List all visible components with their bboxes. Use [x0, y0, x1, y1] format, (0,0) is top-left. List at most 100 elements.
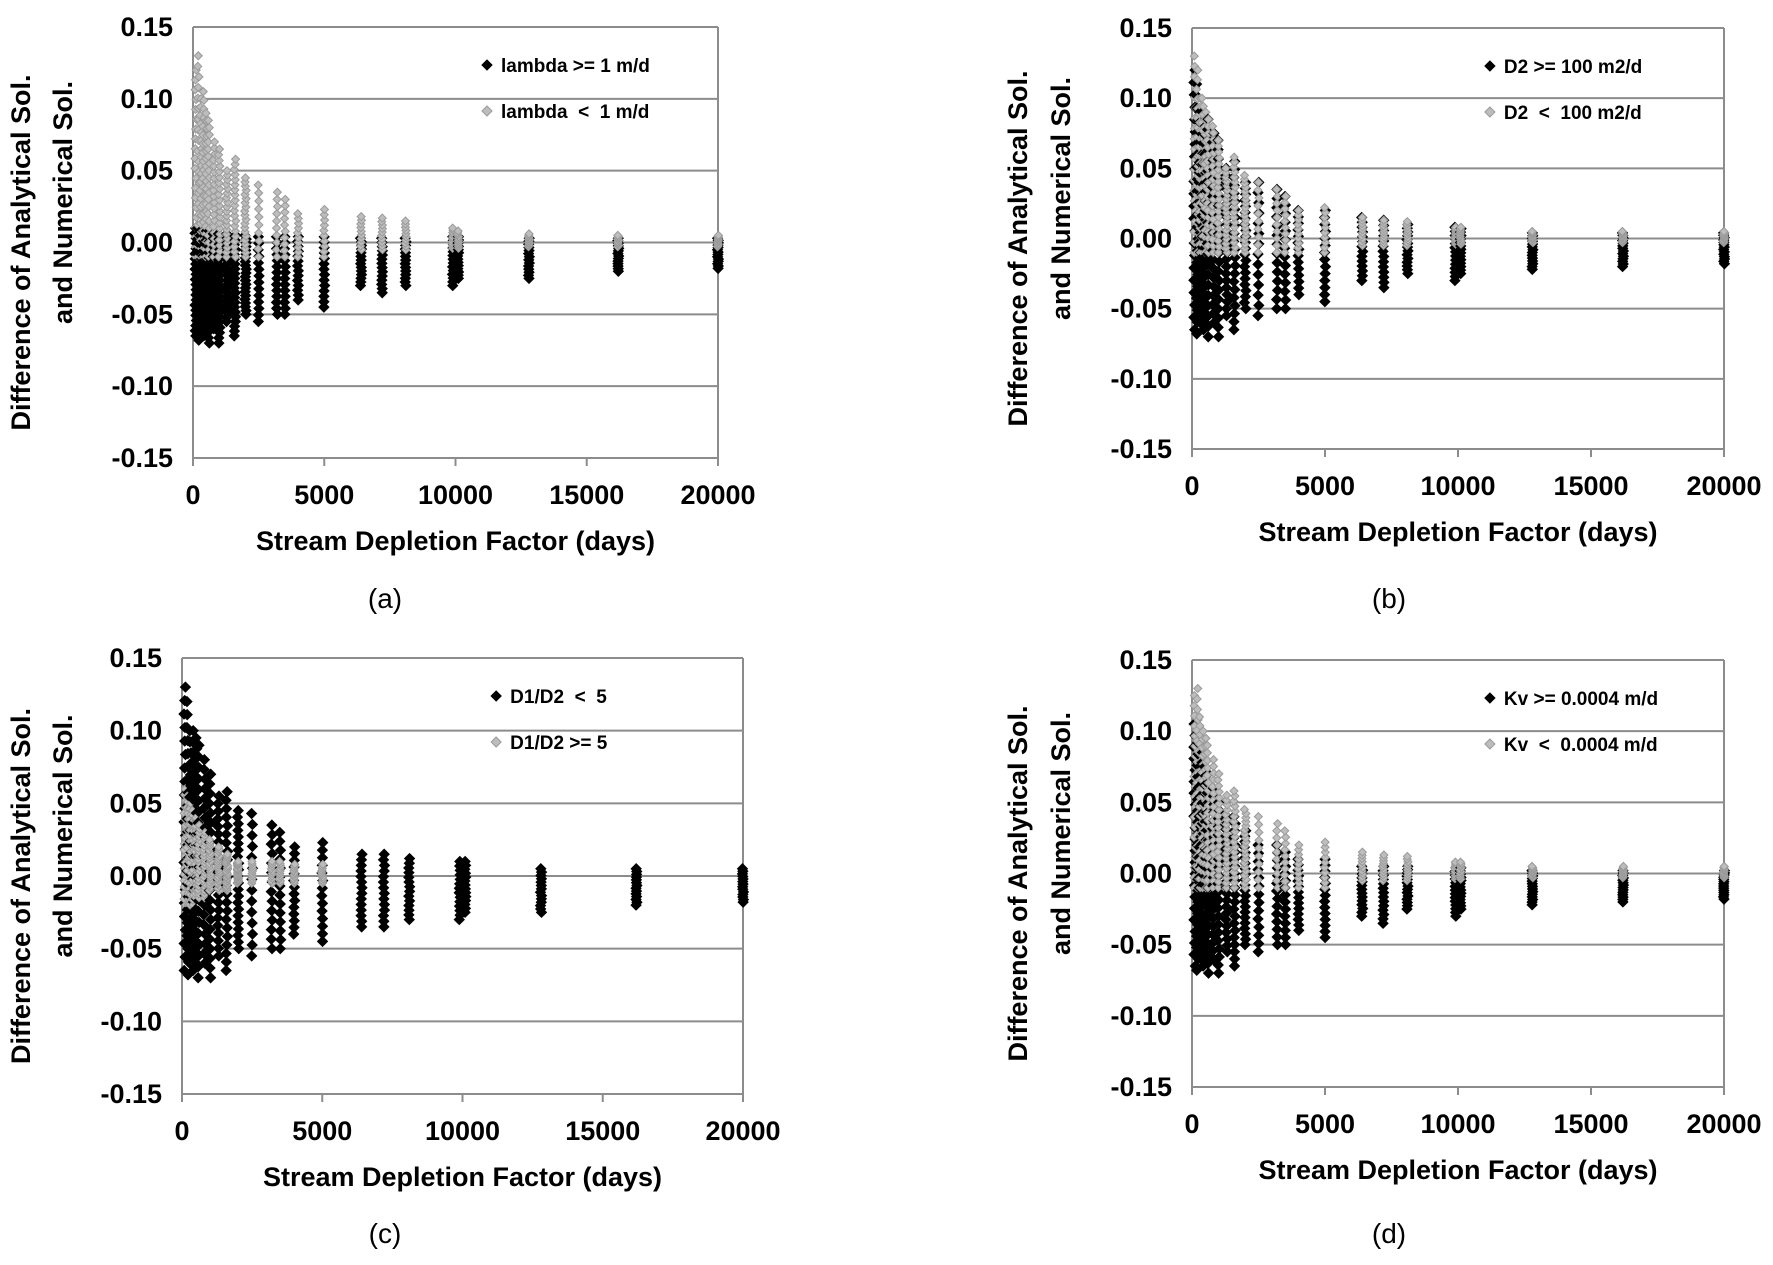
point-series-1 — [274, 826, 286, 839]
point-series-1 — [1212, 910, 1225, 922]
point-series-2 — [1379, 215, 1389, 225]
point-series-2 — [213, 189, 224, 200]
point-series-2 — [319, 231, 329, 241]
point-series-1 — [253, 263, 265, 276]
point-series-2 — [1293, 849, 1304, 860]
point-series-1 — [220, 803, 233, 815]
point-series-2 — [204, 834, 215, 845]
point-series-2 — [1230, 857, 1240, 867]
point-series-2 — [1214, 853, 1224, 863]
point-series-1 — [288, 921, 300, 934]
point-series-1 — [204, 972, 217, 984]
point-series-2 — [1214, 799, 1224, 809]
point-series-2 — [1221, 225, 1231, 236]
point-series-2 — [1320, 207, 1331, 218]
point-series-2 — [240, 173, 251, 183]
point-series-1 — [205, 817, 217, 829]
point-series-2 — [1319, 872, 1330, 883]
point-series-1 — [1252, 279, 1265, 291]
point-series-2 — [1213, 171, 1223, 181]
point-series-1 — [1292, 269, 1305, 281]
point-series-2 — [1230, 791, 1240, 801]
point-series-2 — [1319, 202, 1330, 213]
point-series-1 — [316, 935, 329, 948]
point-series-1 — [213, 904, 225, 916]
point-series-2 — [293, 223, 304, 233]
point-series-2 — [1221, 176, 1232, 187]
point-series-2 — [1221, 883, 1232, 893]
point-series-1 — [220, 811, 233, 823]
point-series-2 — [272, 209, 282, 219]
point-series-1 — [1228, 315, 1240, 328]
point-series-1 — [1220, 901, 1233, 913]
y-tick-label: 0.00 — [109, 861, 162, 891]
point-series-1 — [1212, 321, 1224, 334]
point-series-2 — [1221, 216, 1232, 227]
point-series-1 — [1212, 293, 1225, 306]
legend-label: Kv < 0.0004 m/d — [1504, 735, 1658, 756]
point-series-2 — [215, 161, 225, 171]
x-tick-label: 10000 — [418, 480, 493, 510]
point-series-1 — [232, 910, 244, 922]
point-series-2 — [1222, 814, 1232, 825]
point-series-2 — [193, 61, 203, 72]
point-series-2 — [214, 195, 225, 205]
x-tick-label: 10000 — [1420, 471, 1495, 501]
point-series-2 — [293, 209, 303, 219]
y-tick-label: 0.05 — [109, 788, 162, 818]
point-series-1 — [221, 785, 233, 798]
point-series-1 — [266, 819, 278, 831]
point-series-2 — [1230, 852, 1240, 862]
point-series-1 — [204, 778, 216, 790]
scatter-points — [1188, 683, 1731, 979]
point-series-2 — [1272, 883, 1283, 893]
point-series-1 — [1252, 929, 1265, 942]
point-series-2 — [253, 252, 264, 262]
point-series-1 — [1213, 894, 1225, 906]
point-series-2 — [1222, 805, 1233, 815]
point-series-2 — [1202, 770, 1212, 781]
y-tick-label: 0.05 — [1119, 787, 1172, 817]
point-series-1 — [1228, 931, 1240, 944]
point-series-2 — [203, 209, 213, 219]
point-series-1 — [1220, 253, 1232, 266]
point-series-1 — [1270, 908, 1283, 920]
y-axis-title-line-2: and Numerical Sol. — [48, 714, 78, 957]
point-series-1 — [181, 708, 193, 721]
point-series-2 — [221, 206, 232, 217]
point-series-2 — [1253, 185, 1263, 195]
point-series-2 — [1222, 844, 1232, 854]
point-series-2 — [318, 859, 328, 870]
point-series-2 — [1272, 847, 1282, 857]
point-series-2 — [230, 185, 240, 195]
point-series-2 — [230, 180, 240, 190]
point-series-1 — [220, 794, 232, 806]
point-series-2 — [1272, 219, 1282, 230]
point-series-2 — [1272, 212, 1282, 223]
point-series-2 — [230, 190, 240, 200]
point-series-1 — [1221, 894, 1233, 906]
point-series-1 — [1220, 907, 1233, 919]
legend-label: D1/D2 >= 5 — [510, 733, 608, 754]
point-series-2 — [1272, 240, 1282, 251]
point-series-2 — [1280, 876, 1290, 887]
point-series-2 — [1402, 216, 1412, 227]
point-series-1 — [1220, 267, 1232, 280]
point-series-2 — [1213, 811, 1223, 821]
point-series-2 — [1279, 216, 1290, 227]
point-series-2 — [1279, 870, 1290, 880]
point-series-2 — [290, 859, 300, 870]
y-tick-label: 0.05 — [120, 156, 173, 186]
point-series-1 — [1220, 281, 1233, 294]
point-series-1 — [279, 266, 291, 279]
point-series-2 — [1320, 852, 1331, 863]
point-series-1 — [1293, 275, 1305, 288]
point-series-2 — [1213, 188, 1224, 199]
point-series-1 — [1229, 283, 1241, 296]
point-series-2 — [1213, 176, 1224, 187]
point-series-1 — [279, 278, 291, 291]
point-series-2 — [1230, 177, 1240, 187]
y-axis-title-line-1: Difference of Analytical Sol. — [6, 74, 36, 430]
point-series-1 — [377, 909, 390, 922]
legend-label: D2 >= 100 m2/d — [1504, 57, 1642, 78]
